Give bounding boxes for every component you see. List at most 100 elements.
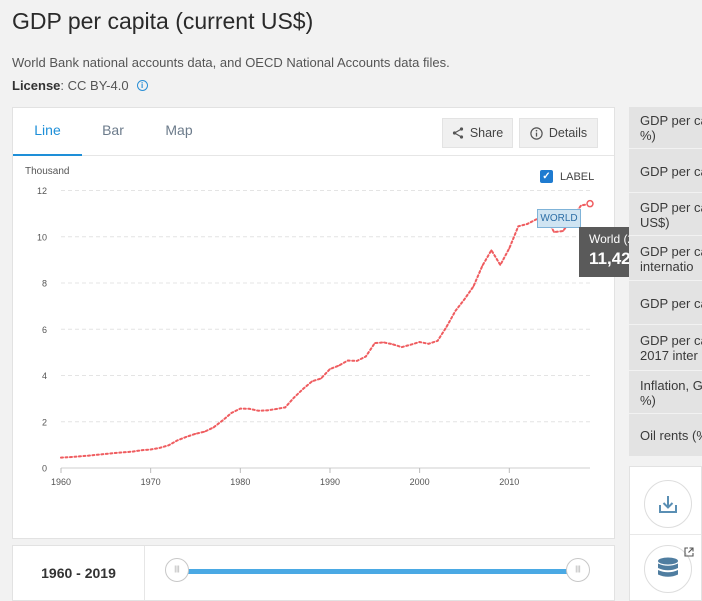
external-link-icon[interactable] (684, 547, 694, 557)
share-button[interactable]: Share (442, 118, 513, 148)
data-point (158, 447, 161, 449)
sidebar-item[interactable]: Inflation, G%) (629, 372, 702, 414)
year-range-label: 1960 - 2019 (13, 546, 145, 600)
data-point (418, 341, 421, 343)
data-point (266, 409, 269, 412)
y-tick-label: 12 (37, 186, 47, 196)
data-point (194, 432, 197, 435)
range-start-handle[interactable]: ||| (165, 558, 189, 582)
panel-divider (630, 534, 701, 535)
series-line-world (60, 202, 591, 459)
sidebar-item-label: US$) (640, 214, 670, 230)
data-point (427, 343, 430, 345)
data-point (302, 388, 304, 390)
data-point (131, 450, 134, 453)
data-point (221, 419, 224, 422)
tab-line[interactable]: Line (13, 108, 82, 156)
data-point (526, 223, 529, 225)
sidebar-item-label: GDP per ca (640, 295, 702, 311)
data-point (275, 408, 277, 410)
data-point (490, 249, 493, 251)
sidebar-item-label: %) (640, 127, 656, 143)
y-tick-label: 10 (37, 232, 47, 242)
data-point (203, 430, 206, 433)
sidebar-item-label: %) (640, 392, 656, 408)
sidebar-item-label: internatio (640, 258, 694, 274)
database-button[interactable] (644, 545, 692, 593)
label-toggle-text: LABEL (560, 170, 595, 183)
data-point (230, 412, 233, 414)
data-point (212, 426, 215, 429)
label-toggle[interactable]: ✓ LABEL (540, 170, 594, 183)
sidebar-item-label: Inflation, G (640, 377, 702, 393)
year-range-track[interactable] (179, 569, 579, 574)
download-button[interactable] (644, 480, 692, 528)
data-point (356, 360, 358, 362)
data-point (78, 455, 80, 458)
y-tick-label: 0 (42, 464, 47, 474)
label-checkbox[interactable]: ✓ (540, 170, 553, 183)
sidebar-item[interactable]: GDP per ca (629, 282, 702, 325)
data-point (176, 439, 179, 442)
license: License : CC BY-4.0 i (12, 78, 148, 93)
data-point (284, 406, 286, 409)
data-point (499, 264, 502, 266)
data-point (311, 380, 313, 383)
sidebar-item-label: GDP per ca (640, 243, 702, 259)
series-label-tag: WORLD (537, 209, 581, 228)
sidebar-item[interactable]: GDP per ca US$) (629, 194, 702, 236)
chart-svg: Thousand 0 2 4 6 8 10 12 1960 1970 1980 1990 2000 201… (25, 166, 594, 487)
sidebar-item[interactable]: GDP per ca%) (629, 107, 702, 149)
data-source: World Bank national accounts data, and O… (12, 55, 450, 70)
data-point (454, 309, 457, 312)
data-point (517, 225, 520, 228)
data-point (535, 218, 538, 221)
tab-bar[interactable]: Bar (102, 122, 124, 138)
license-value: : CC BY-4.0 (60, 78, 129, 93)
data-point (96, 454, 98, 456)
data-point (140, 449, 143, 451)
download-icon (659, 496, 677, 513)
x-tick-label: 2000 (410, 477, 430, 487)
sidebar-item-label: Oil rents (% (640, 428, 702, 443)
highlight-marker (586, 199, 594, 208)
info-circle-icon (530, 126, 543, 140)
chart-card: Line Bar Map Share Details Thousand 0 2 4 6 8… (12, 107, 615, 539)
data-point (167, 444, 170, 447)
page-title: GDP per capita (current US$) (12, 8, 314, 34)
sidebar-item[interactable]: GDP per ca 2017 inter (629, 326, 702, 371)
sidebar-item[interactable]: Oil rents (% (629, 415, 702, 457)
tab-map[interactable]: Map (165, 122, 193, 138)
related-indicators-list: GDP per ca%) GDP per ca GDP per ca US$) G… (629, 107, 702, 457)
data-point (293, 396, 295, 399)
data-point (382, 341, 385, 344)
data-point (436, 340, 439, 342)
range-end-handle[interactable]: ||| (566, 558, 590, 582)
data-point (69, 456, 71, 458)
y-tick-label: 8 (42, 279, 47, 289)
share-label: Share (469, 126, 504, 140)
share-icon (452, 127, 463, 139)
data-point (185, 435, 188, 438)
y-tick-label: 6 (42, 325, 47, 335)
data-point (580, 204, 582, 207)
x-tick-label: 1970 (141, 477, 161, 487)
data-point (105, 453, 107, 455)
sidebar-item-label: GDP per ca (640, 333, 702, 348)
license-label: License (12, 78, 61, 93)
data-point (149, 448, 152, 451)
side-actions-panel (629, 466, 702, 601)
sidebar-item[interactable]: GDP per ca internatio (629, 237, 702, 281)
sidebar-item[interactable]: GDP per ca (629, 150, 702, 193)
data-point (257, 409, 260, 412)
data-point (391, 343, 394, 346)
details-button[interactable]: Details (519, 118, 598, 148)
sidebar-item-label: GDP per ca (640, 112, 702, 128)
data-point (445, 326, 448, 328)
data-point (400, 346, 403, 348)
data-point (113, 452, 116, 454)
sidebar-item-label: GDP per ca (640, 163, 702, 179)
info-icon[interactable]: i (136, 80, 148, 91)
y-tick-label: 2 (42, 417, 47, 427)
data-point (347, 359, 349, 362)
